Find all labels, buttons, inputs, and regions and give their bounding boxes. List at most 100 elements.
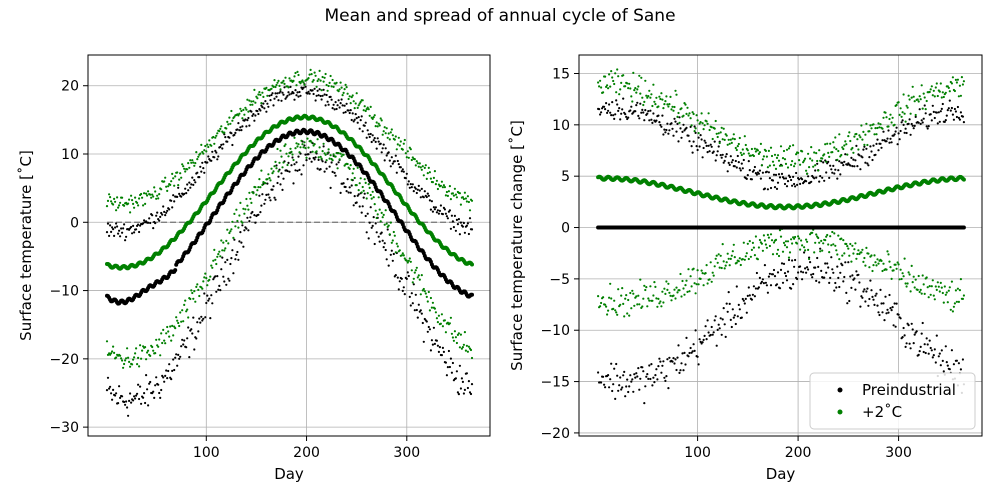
preindustrial-upper-point: [922, 117, 925, 120]
preindustrial-lower-point: [145, 374, 148, 377]
warming-lower-point: [135, 347, 138, 350]
warming-upper-point: [669, 95, 672, 98]
warming-upper-point: [242, 108, 245, 111]
preindustrial-lower-point: [201, 319, 204, 322]
warming-upper-point: [810, 146, 813, 149]
preindustrial-upper-point: [402, 170, 405, 173]
preindustrial-upper-point: [842, 164, 845, 167]
preindustrial-upper-point: [750, 178, 754, 181]
preindustrial-lower-point: [314, 156, 317, 159]
warming-upper-point: [714, 119, 717, 123]
preindustrial-upper-point: [393, 160, 396, 163]
warming-lower-point: [357, 189, 360, 192]
warming-upper-point: [197, 155, 200, 158]
warming-upper-point: [223, 131, 226, 134]
preindustrial-lower-point: [649, 377, 652, 381]
preindustrial-lower-point: [197, 330, 200, 333]
preindustrial-lower-point: [339, 191, 342, 194]
warming-upper-point: [248, 99, 251, 102]
preindustrial-upper-point: [650, 118, 653, 121]
warming-upper-point: [703, 124, 706, 127]
preindustrial-upper-point: [361, 130, 364, 133]
preindustrial-lower-point: [355, 201, 358, 204]
preindustrial-lower-point: [448, 365, 451, 369]
preindustrial-lower-point: [346, 178, 349, 181]
warming-lower-point: [371, 190, 374, 193]
warming-upper-point: [414, 164, 417, 167]
preindustrial-lower-point: [847, 261, 850, 264]
preindustrial-upper-point: [427, 194, 430, 197]
warming-lower-point: [291, 153, 294, 156]
warming-lower-point: [301, 143, 304, 146]
preindustrial-lower-point: [626, 378, 629, 381]
preindustrial-lower-point: [167, 369, 170, 373]
preindustrial-upper-point: [894, 130, 897, 133]
warming-lower-point: [950, 280, 954, 283]
warming-lower-point: [390, 241, 393, 244]
warming-lower-point: [864, 264, 867, 267]
preindustrial-lower-point: [383, 242, 386, 245]
warming-lower-point: [758, 238, 762, 242]
preindustrial-upper-point: [925, 125, 928, 128]
warming-lower-point: [293, 136, 296, 139]
warming-upper-point: [203, 149, 206, 152]
warming-upper-point: [231, 119, 234, 122]
warming-lower-point: [647, 297, 650, 300]
warming-upper-point: [463, 191, 466, 194]
warming-mean-point: [961, 177, 966, 182]
preindustrial-upper-point: [895, 126, 898, 129]
preindustrial-lower-point: [880, 302, 883, 305]
warming-upper-point: [368, 114, 371, 117]
warming-upper-point: [852, 151, 855, 154]
preindustrial-upper-point: [422, 196, 425, 199]
warming-upper-point: [283, 82, 286, 85]
warming-lower-point: [799, 248, 802, 251]
warming-lower-point: [280, 155, 283, 158]
warming-upper-point: [318, 69, 321, 72]
warming-upper-point: [725, 134, 728, 137]
warming-lower-point: [124, 359, 127, 362]
preindustrial-upper-point: [889, 137, 892, 140]
warming-upper-point: [322, 80, 325, 83]
warming-lower-point: [689, 275, 692, 278]
warming-lower-point: [918, 290, 921, 294]
warming-upper-point: [369, 105, 372, 108]
warming-upper-point: [140, 192, 143, 196]
preindustrial-lower-point: [915, 330, 918, 333]
preindustrial-upper-point: [740, 162, 743, 165]
warming-lower-point: [765, 246, 769, 249]
warming-lower-point: [226, 228, 229, 231]
preindustrial-upper-point: [603, 105, 606, 108]
preindustrial-lower-point: [458, 364, 461, 367]
preindustrial-upper-point: [849, 164, 852, 167]
warming-lower-point: [189, 297, 192, 301]
warming-upper-point: [384, 132, 387, 135]
warming-lower-point: [381, 216, 384, 219]
preindustrial-upper-point: [727, 161, 730, 164]
preindustrial-upper-point: [254, 114, 257, 117]
warming-lower-point: [742, 241, 745, 244]
warming-lower-point: [738, 257, 741, 260]
warming-upper-point: [160, 188, 163, 191]
warming-upper-point: [110, 200, 113, 203]
preindustrial-upper-point: [821, 176, 824, 179]
warming-upper-point: [720, 126, 723, 129]
preindustrial-upper-point: [696, 148, 699, 152]
preindustrial-lower-point: [719, 317, 722, 320]
preindustrial-upper-point: [912, 127, 915, 130]
warming-lower-point: [361, 185, 364, 189]
warming-upper-point: [842, 147, 845, 151]
warming-upper-point: [869, 124, 872, 127]
warming-lower-point: [393, 234, 396, 237]
preindustrial-lower-point: [742, 299, 745, 302]
warming-upper-point: [330, 85, 333, 88]
preindustrial-lower-point: [447, 349, 450, 353]
warming-upper-point: [643, 100, 646, 103]
preindustrial-upper-point: [938, 120, 941, 123]
preindustrial-upper-point: [918, 108, 921, 111]
preindustrial-lower-point: [390, 249, 393, 252]
preindustrial-upper-point: [270, 93, 273, 97]
warming-upper-point: [934, 86, 937, 89]
warming-upper-point: [737, 142, 740, 146]
preindustrial-lower-point: [277, 175, 280, 178]
